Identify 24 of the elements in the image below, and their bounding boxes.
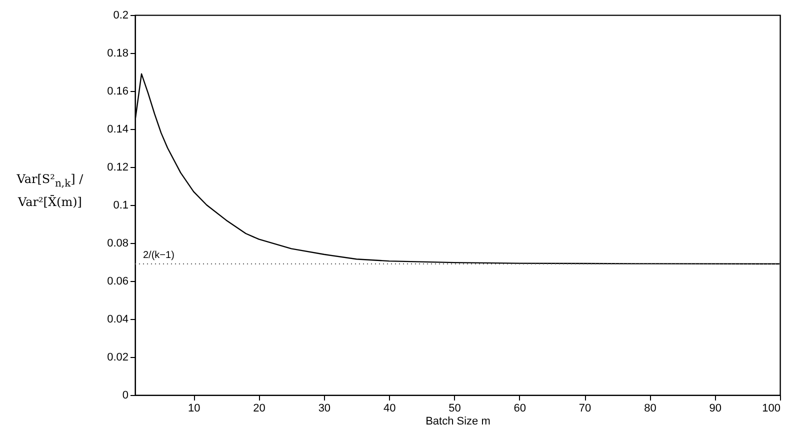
y-tick-label: 0.06 [107,276,128,288]
y-tick-label: 0.08 [107,238,128,250]
y-tick-label: 0.1 [113,200,128,212]
x-tick-label: 40 [383,402,396,414]
x-axis-title: Batch Size m [426,416,490,428]
x-tick-label: 70 [578,402,592,414]
x-tick-label: 100 [762,402,780,414]
y-tick-label: 0 [122,390,128,402]
y-tick-label: 0.04 [107,314,128,326]
y-tick-label: 0.18 [107,48,128,60]
y-tick-label: 0.2 [113,10,128,22]
x-tick-label: 20 [253,402,266,414]
x-tick-label: 10 [188,402,200,414]
y-tick-label: 0.14 [107,124,128,136]
x-tick-label: 90 [709,402,722,414]
y-tick-label: 0.16 [107,86,128,98]
x-tick-label: 50 [448,402,461,414]
y-tick-label: 0.12 [107,162,128,174]
y-tick-label: 0.02 [107,352,128,364]
x-tick-label: 60 [514,402,526,414]
x-tick-label: 30 [318,402,331,414]
y-axis-title: Var[S²$_{n,k}$] / Var²[X̄(m)] [16,171,84,212]
ref-line-label: 2/(k−1) [143,250,174,261]
x-tick-label: 80 [644,402,656,414]
